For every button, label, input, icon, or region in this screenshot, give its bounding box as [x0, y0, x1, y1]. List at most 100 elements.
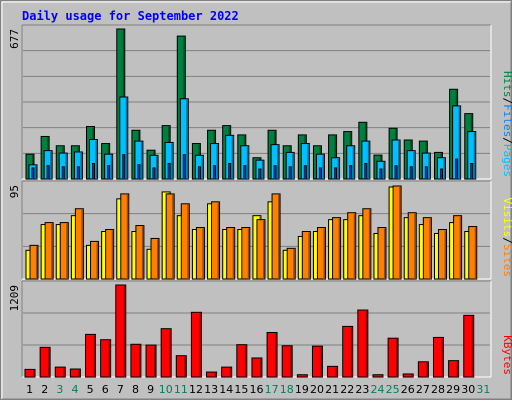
bar-shade	[398, 141, 400, 179]
bar-shade	[349, 166, 352, 179]
bar-shade	[216, 144, 219, 179]
day-label-24: 24	[371, 383, 385, 396]
bar-shade	[429, 218, 431, 279]
bar-sites-day-1	[29, 244, 39, 280]
bar-shade	[169, 329, 171, 377]
bar-shade	[414, 213, 416, 279]
bar-shade	[307, 144, 309, 179]
bar-shade	[308, 232, 310, 279]
bar-sites-day-26	[407, 212, 417, 280]
day-label-1: 1	[26, 383, 33, 396]
day-label-6: 6	[102, 383, 109, 396]
bar-kbytes-day-7	[115, 284, 127, 378]
bar-shade	[277, 145, 279, 179]
bar-sites-day-21	[332, 217, 342, 280]
bar-shade	[368, 209, 371, 279]
bar-shade	[123, 286, 126, 377]
bar-shade	[304, 166, 306, 179]
bar-shade	[275, 333, 277, 377]
day-label-12: 12	[189, 383, 203, 396]
bar-shade	[47, 166, 49, 179]
bar-shade	[48, 348, 50, 377]
bar-shade	[458, 106, 461, 179]
bar-kbytes-day-29	[448, 360, 460, 378]
bar-shade	[319, 168, 321, 179]
bar-shade	[92, 164, 95, 179]
bar-shade	[292, 153, 294, 179]
bar-sites-day-27	[422, 217, 432, 280]
legend-kbytes: KBytes	[501, 335, 512, 375]
bar-kbytes-day-6	[100, 339, 112, 378]
bar-shade	[380, 375, 383, 377]
bar-shade	[455, 160, 458, 179]
bar-shade	[274, 166, 276, 179]
bar-shade	[322, 155, 324, 179]
day-label-10: 10	[159, 383, 173, 396]
y-max-label: 95	[8, 185, 21, 198]
bar-shade	[413, 151, 415, 179]
day-label-15: 15	[234, 383, 248, 396]
bar-kbytes-day-23	[357, 309, 369, 378]
bar-sites-day-18	[286, 247, 296, 280]
bar-shade	[198, 167, 200, 179]
panel-kbytes: 1209	[8, 280, 492, 378]
bar-shade	[62, 167, 64, 179]
bar-shade	[289, 167, 291, 179]
bar-kbytes-day-17	[266, 331, 278, 378]
bar-sites-day-24	[377, 227, 387, 280]
bar-shade	[141, 226, 144, 279]
bar-sites-day-2	[44, 222, 54, 280]
day-label-13: 13	[204, 383, 218, 396]
bar-shade	[232, 228, 235, 279]
day-label-29: 29	[446, 383, 460, 396]
legend-item-sites: Sites	[501, 244, 512, 277]
bar-sites-day-19	[301, 231, 311, 280]
bar-shade	[32, 168, 34, 179]
legend-item-hits: Hits	[501, 71, 512, 98]
day-label-14: 14	[219, 383, 233, 396]
bar-shade	[50, 151, 52, 179]
bar-kbytes-day-12	[190, 311, 202, 378]
day-label-16: 16	[250, 383, 264, 396]
bar-kbytes-day-28	[432, 336, 444, 378]
bar-shade	[470, 164, 473, 179]
bar-shade	[383, 228, 386, 279]
bar-shade	[428, 154, 430, 179]
day-label-2: 2	[41, 383, 48, 396]
bar-shade	[247, 228, 250, 279]
bar-shade	[110, 155, 113, 179]
bar-kbytes-day-15	[236, 344, 248, 378]
bar-shade	[140, 142, 143, 179]
day-label-22: 22	[340, 383, 354, 396]
day-label-3: 3	[56, 383, 63, 396]
bar-kbytes-day-19	[296, 374, 308, 378]
bar-shade	[95, 140, 98, 179]
bar-shade	[199, 313, 201, 377]
bar-shade	[214, 373, 217, 377]
bar-shade	[153, 168, 155, 179]
bar-kbytes-day-27	[417, 361, 429, 378]
legend-separator: /	[501, 98, 512, 105]
bar-shade	[186, 99, 188, 179]
day-label-31: 31	[476, 383, 490, 396]
bar-shade	[382, 162, 385, 179]
bar-kbytes-day-2	[39, 346, 51, 378]
panel-hits-files: 677	[8, 24, 492, 180]
day-label-26: 26	[401, 383, 415, 396]
bar-sites-day-13	[211, 201, 221, 280]
bar-sites-day-23	[362, 208, 372, 280]
legend-hits-files: Hits/Files/Pages	[501, 71, 512, 177]
bar-kbytes-day-30	[463, 314, 475, 378]
bar-kbytes-day-26	[402, 373, 414, 378]
bar-shade	[293, 249, 295, 279]
bar-shade	[51, 223, 53, 279]
bar-sites-day-6	[105, 229, 115, 280]
bar-shade	[231, 136, 234, 179]
bar-kbytes-day-21	[327, 365, 339, 378]
day-label-21: 21	[325, 383, 339, 396]
bar-sites-day-29	[453, 215, 463, 280]
bar-sites-day-25	[392, 185, 402, 280]
bar-kbytes-day-11	[175, 355, 187, 378]
bar-sites-day-12	[195, 227, 205, 280]
